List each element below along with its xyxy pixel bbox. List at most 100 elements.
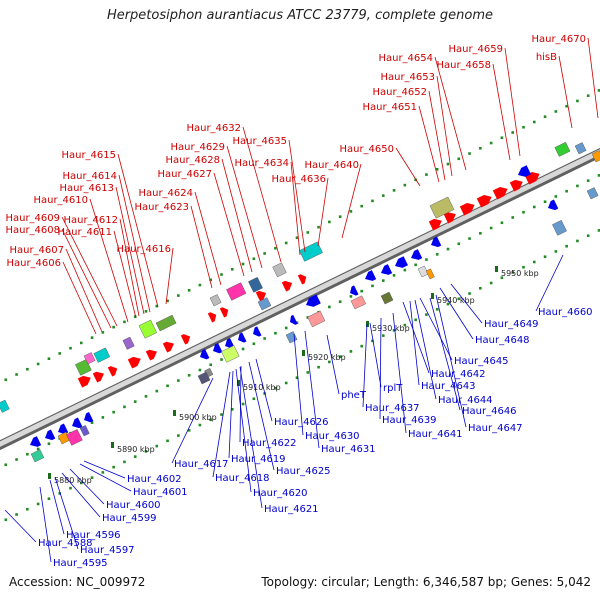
forward-gene-label[interactable]: Haur_4654 bbox=[378, 53, 467, 171]
gene-feature-box[interactable] bbox=[425, 268, 435, 280]
forward-gene-label[interactable]: Haur_4628 bbox=[165, 155, 253, 273]
reverse-gene-label[interactable]: Haur_4630 bbox=[293, 333, 360, 442]
gene-feature-box[interactable] bbox=[155, 314, 177, 332]
forward-gene-label[interactable]: Haur_4612 bbox=[63, 215, 140, 317]
gene-feature-box[interactable] bbox=[299, 241, 323, 262]
forward-gene-label[interactable]: Haur_4658 bbox=[436, 60, 511, 161]
reverse-gene-label[interactable]: Haur_4649 bbox=[450, 283, 539, 330]
forward-gene-arrow[interactable] bbox=[459, 200, 477, 216]
forward-gene-arrow[interactable] bbox=[476, 192, 494, 208]
reverse-gene-label[interactable]: Haur_4647 bbox=[435, 294, 523, 434]
forward-gene-arrow[interactable] bbox=[92, 369, 106, 383]
gene-feature-box[interactable] bbox=[209, 294, 222, 307]
gene-feature-box[interactable] bbox=[380, 291, 394, 305]
reverse-gene-arrow[interactable] bbox=[304, 294, 321, 309]
reverse-gene-label[interactable]: Haur_4631 bbox=[304, 330, 376, 455]
forward-gene-label[interactable]: Haur_4659 bbox=[448, 44, 521, 157]
forward-gene-arrow[interactable] bbox=[180, 332, 193, 345]
reverse-gene-label[interactable]: Haur_4660 bbox=[535, 254, 593, 318]
reverse-gene-label[interactable]: Haur_4602 bbox=[83, 460, 182, 485]
reverse-gene-label[interactable]: Haur_4601 bbox=[79, 463, 188, 498]
forward-gene-label[interactable]: Haur_4624 bbox=[138, 188, 222, 286]
gene-feature-box[interactable] bbox=[75, 359, 92, 376]
reverse-gene-label[interactable]: Haur_4620 bbox=[235, 368, 308, 499]
gene-feature-box[interactable] bbox=[248, 276, 263, 293]
gene-feature-box[interactable] bbox=[285, 331, 298, 344]
forward-gene-label[interactable]: Haur_4623 bbox=[134, 202, 213, 289]
reverse-gene-label[interactable]: Haur_4599 bbox=[61, 472, 157, 524]
reverse-gene-arrow[interactable] bbox=[251, 326, 262, 338]
reverse-gene-label[interactable]: Haur_4637 bbox=[362, 323, 420, 414]
reverse-gene-label[interactable]: Haur_4619 bbox=[228, 370, 286, 465]
reverse-gene-label[interactable]: Haur_4643 bbox=[409, 300, 476, 392]
reverse-gene-label[interactable]: Haur_4617 bbox=[171, 377, 229, 470]
reverse-gene-arrow[interactable] bbox=[223, 337, 235, 350]
gene-feature-box[interactable] bbox=[138, 319, 158, 339]
reverse-gene-arrow[interactable] bbox=[211, 342, 223, 355]
gene-feature-box[interactable] bbox=[221, 345, 240, 363]
gene-feature-box[interactable] bbox=[30, 449, 45, 463]
reverse-gene-label[interactable]: Haur_4642 bbox=[402, 301, 486, 380]
reverse-gene-label[interactable]: Haur_4644 bbox=[414, 299, 493, 406]
gene-feature-box[interactable] bbox=[122, 336, 135, 350]
reverse-gene-arrow[interactable] bbox=[348, 285, 359, 297]
reverse-gene-arrow[interactable] bbox=[516, 165, 531, 179]
forward-gene-label[interactable]: Haur_4640 bbox=[304, 160, 362, 239]
forward-gene-arrow[interactable] bbox=[255, 289, 268, 302]
reverse-gene-label[interactable]: Haur_4621 bbox=[239, 366, 319, 515]
gene-feature-box[interactable] bbox=[552, 219, 567, 236]
forward-gene-arrow[interactable] bbox=[443, 210, 458, 224]
reverse-gene-label[interactable]: Haur_4588 bbox=[4, 509, 93, 549]
forward-gene-label[interactable]: Haur_4616 bbox=[116, 244, 174, 305]
gene-feature-box[interactable] bbox=[554, 141, 571, 157]
forward-gene-label[interactable]: Haur_4614 bbox=[62, 171, 151, 313]
gene-feature-box[interactable] bbox=[0, 399, 10, 413]
gene-feature-box[interactable] bbox=[66, 429, 83, 446]
reverse-gene-label[interactable]: Haur_4622 bbox=[239, 365, 297, 449]
reverse-gene-arrow[interactable] bbox=[429, 236, 442, 250]
reverse-gene-arrow[interactable] bbox=[70, 417, 83, 431]
forward-gene-label[interactable]: Haur_4608 bbox=[5, 225, 112, 329]
reverse-gene-arrow[interactable] bbox=[82, 411, 94, 424]
forward-gene-arrow[interactable] bbox=[127, 354, 143, 369]
reverse-gene-label[interactable]: Haur_4618 bbox=[212, 371, 270, 484]
forward-gene-label[interactable]: hisB bbox=[536, 52, 573, 129]
forward-gene-arrow[interactable] bbox=[428, 216, 444, 231]
forward-gene-label[interactable]: Haur_4606 bbox=[6, 258, 97, 335]
forward-gene-label[interactable]: Haur_4607 bbox=[9, 245, 103, 333]
gene-feature-box[interactable] bbox=[429, 196, 455, 219]
gene-feature-box[interactable] bbox=[307, 310, 326, 328]
reverse-gene-label[interactable]: Haur_4646 bbox=[429, 297, 517, 417]
forward-gene-label[interactable]: Haur_4632 bbox=[186, 123, 282, 263]
reverse-gene-label[interactable]: pheT bbox=[326, 334, 367, 401]
forward-gene-label[interactable]: Haur_4636 bbox=[271, 174, 329, 247]
reverse-gene-label[interactable]: Haur_4648 bbox=[439, 287, 530, 346]
gene-feature-box[interactable] bbox=[417, 265, 429, 278]
reverse-gene-arrow[interactable] bbox=[28, 436, 42, 449]
forward-gene-arrow[interactable] bbox=[77, 373, 93, 388]
gene-feature-box[interactable] bbox=[83, 352, 96, 365]
forward-gene-arrow[interactable] bbox=[107, 364, 120, 377]
reverse-gene-arrow[interactable] bbox=[379, 264, 393, 277]
reverse-gene-label[interactable]: Haur_4596 bbox=[49, 479, 121, 541]
gene-feature-box[interactable] bbox=[272, 262, 287, 278]
gene-feature-box[interactable] bbox=[79, 425, 90, 437]
reverse-gene-arrow[interactable] bbox=[198, 348, 210, 361]
forward-gene-label[interactable]: Haur_4670 bbox=[531, 34, 599, 119]
forward-gene-arrow[interactable] bbox=[162, 339, 176, 353]
forward-gene-label[interactable]: Haur_4629 bbox=[170, 142, 263, 269]
reverse-gene-label[interactable]: rplT bbox=[369, 322, 403, 394]
gene-feature-box[interactable] bbox=[350, 295, 367, 310]
reverse-gene-arrow[interactable] bbox=[43, 429, 56, 443]
reverse-gene-arrow[interactable] bbox=[236, 332, 247, 344]
gene-feature-box[interactable] bbox=[257, 297, 272, 311]
reverse-gene-label[interactable]: Haur_4595 bbox=[39, 486, 108, 569]
reverse-gene-arrow[interactable] bbox=[288, 314, 298, 327]
gene-feature-box[interactable] bbox=[93, 347, 111, 363]
forward-gene-label[interactable]: Haur_4627 bbox=[157, 169, 245, 277]
gene-feature-box[interactable] bbox=[586, 187, 599, 200]
forward-gene-arrow[interactable] bbox=[297, 272, 309, 285]
forward-gene-label[interactable]: Haur_4651 bbox=[362, 102, 440, 183]
reverse-gene-arrow[interactable] bbox=[56, 423, 69, 437]
forward-gene-label[interactable]: Haur_4653 bbox=[380, 72, 453, 177]
